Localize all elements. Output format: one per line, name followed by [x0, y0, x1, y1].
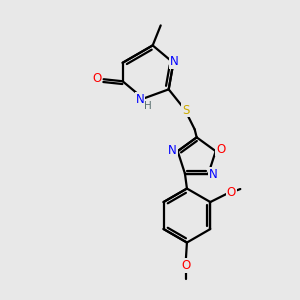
Text: O: O [181, 259, 190, 272]
Text: H: H [144, 100, 152, 111]
Text: N: N [209, 168, 218, 181]
Text: O: O [92, 72, 101, 85]
Text: N: N [136, 93, 145, 106]
Text: N: N [170, 55, 179, 68]
Text: S: S [182, 104, 189, 117]
Text: O: O [216, 143, 225, 156]
Text: O: O [227, 185, 236, 199]
Text: N: N [168, 144, 177, 157]
